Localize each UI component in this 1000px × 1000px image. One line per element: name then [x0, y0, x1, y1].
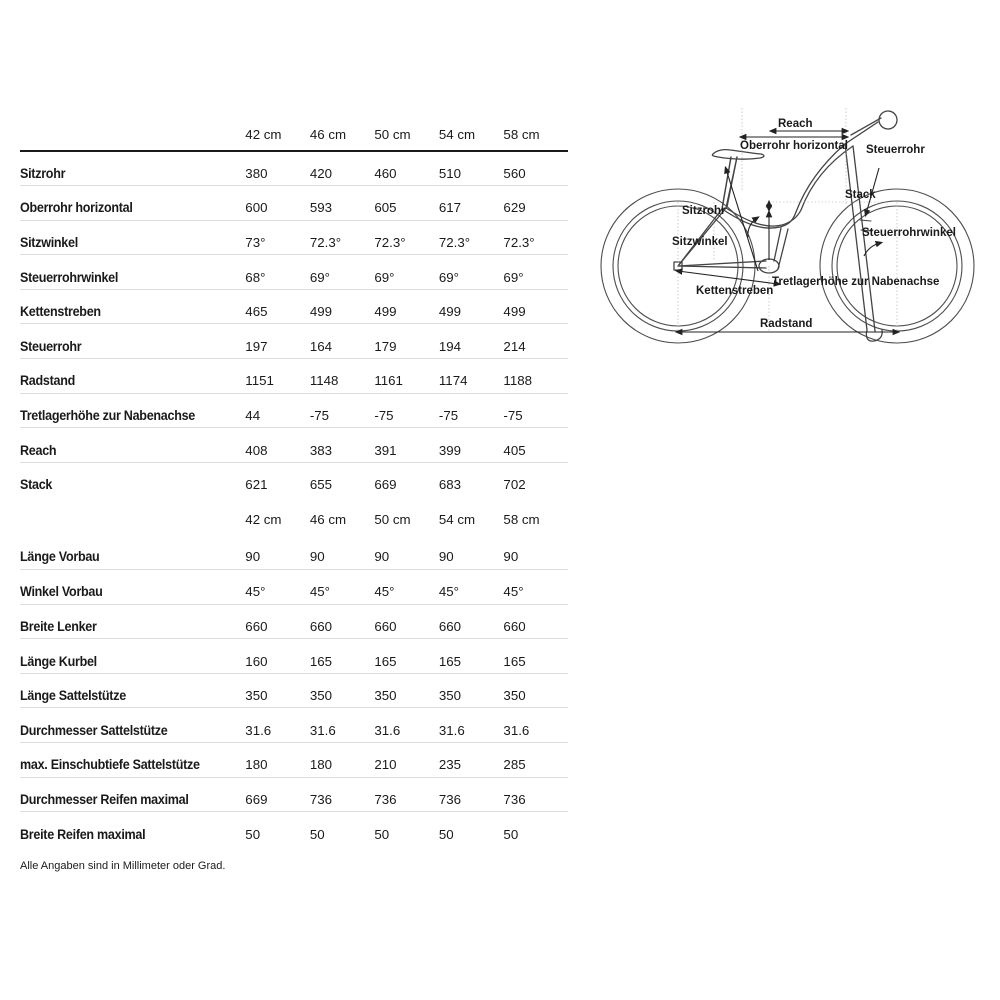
svg-text:Kettenstreben: Kettenstreben [696, 285, 773, 297]
svg-text:Oberrohr horizontal: Oberrohr horizontal [740, 140, 848, 152]
svg-text:Radstand: Radstand [760, 318, 812, 330]
svg-text:Sitzwinkel: Sitzwinkel [672, 236, 728, 248]
svg-text:Tretlagerhöhe zur Nabenachse: Tretlagerhöhe zur Nabenachse [772, 276, 939, 288]
svg-text:Reach: Reach [778, 118, 813, 130]
svg-text:Sitzrohr: Sitzrohr [682, 205, 726, 217]
svg-text:Steuerrohr: Steuerrohr [866, 144, 925, 156]
svg-text:Steuerrohrwinkel: Steuerrohrwinkel [862, 227, 956, 239]
svg-text:Stack: Stack [845, 189, 876, 201]
